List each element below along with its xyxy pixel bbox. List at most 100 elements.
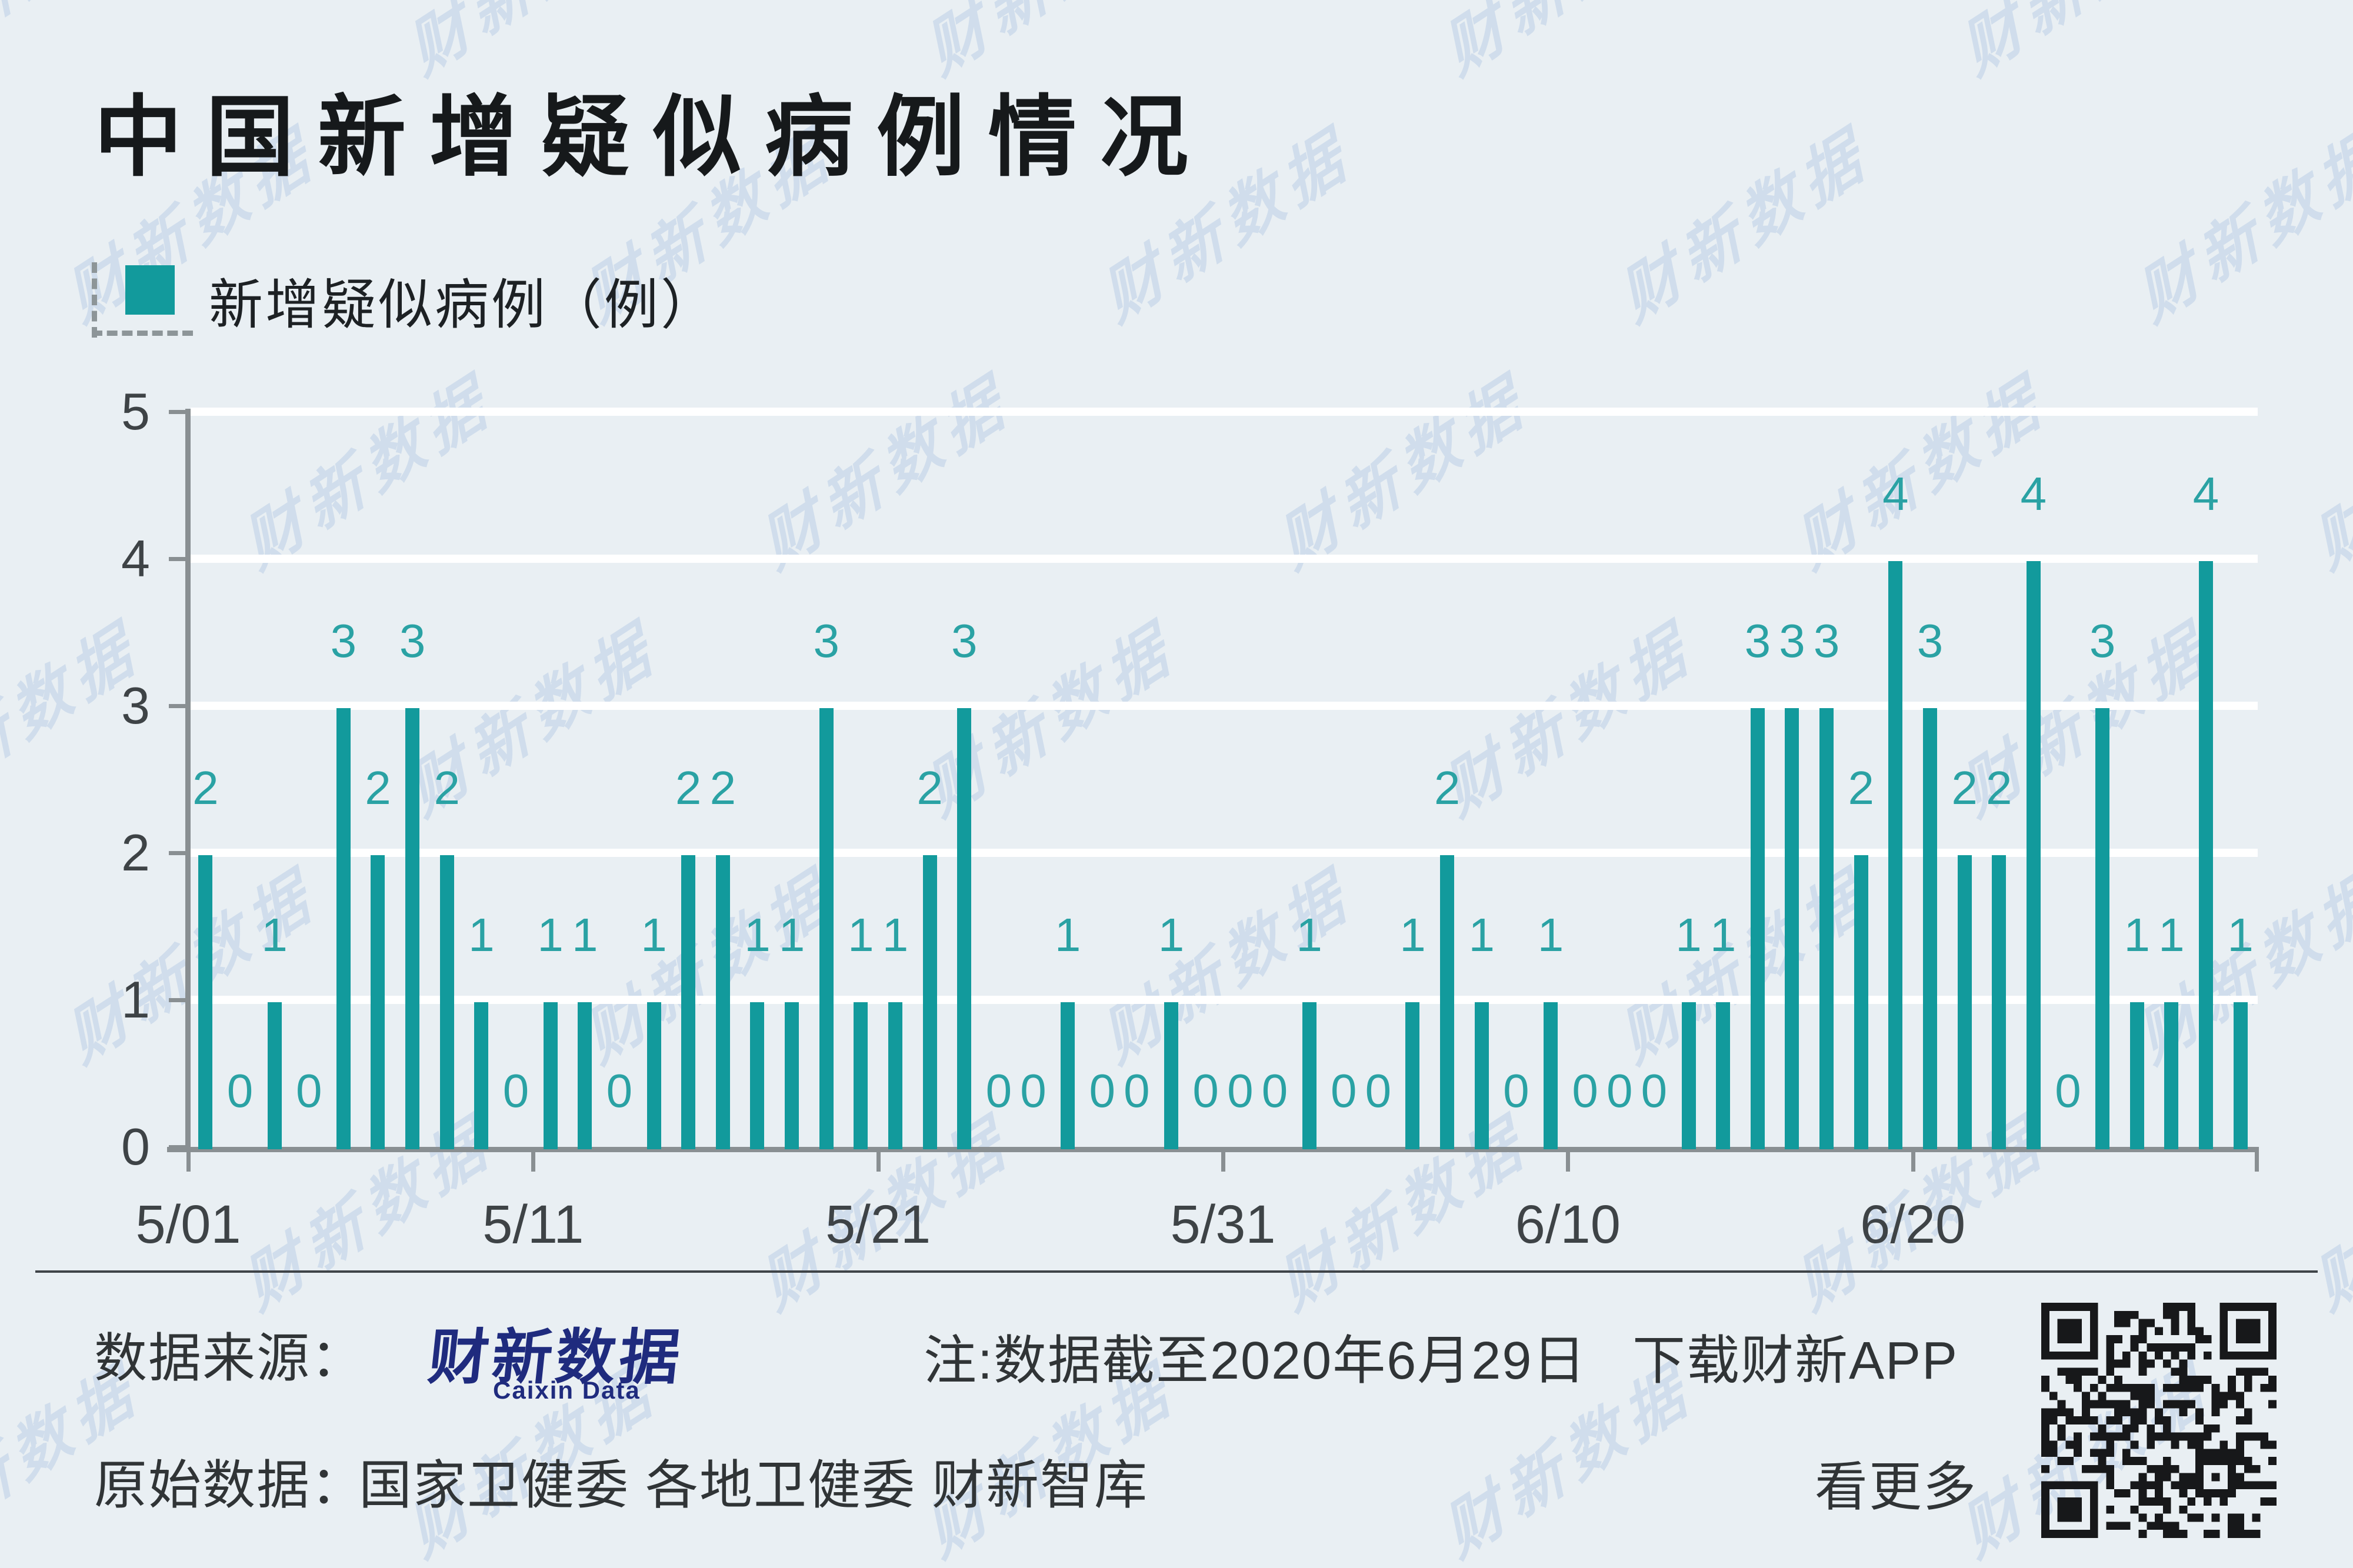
zero-value-label: 0 — [1089, 1065, 1116, 1117]
bar-value-label: 3 — [1917, 615, 1944, 667]
bar — [854, 1002, 868, 1149]
see-more-link[interactable]: 看更多 — [1815, 1458, 1977, 1517]
bar — [198, 855, 213, 1149]
x-axis-label: 5/01 — [135, 1195, 241, 1255]
bar-value-label: 1 — [848, 909, 874, 961]
bar — [405, 708, 420, 1149]
qr-code — [2041, 1303, 2277, 1538]
caixin-watermark: 财新数据 — [575, 858, 844, 1077]
y-axis-label: 2 — [121, 823, 150, 882]
bar — [2129, 1002, 2144, 1149]
bar-value-label: 2 — [916, 762, 943, 814]
bar — [1957, 855, 1972, 1149]
bar-value-label: 2 — [1951, 762, 1978, 814]
bar-value-label: 4 — [2020, 468, 2047, 520]
x-axis-label: 6/20 — [1860, 1195, 1966, 1255]
y-axis-tick — [169, 851, 188, 855]
zero-value-label: 0 — [1503, 1065, 1529, 1117]
legend-guide-dash-horizontal — [92, 331, 193, 336]
x-axis-tick — [531, 1147, 536, 1172]
y-axis-tick — [169, 704, 188, 708]
x-axis-tick — [876, 1147, 881, 1172]
bar — [1405, 1002, 1420, 1149]
bar-value-label: 4 — [2192, 468, 2219, 520]
bar — [1302, 1002, 1317, 1149]
gridline-y-1 — [191, 996, 2258, 1004]
bar — [2199, 561, 2214, 1149]
zero-value-label: 0 — [1365, 1065, 1392, 1117]
bar — [474, 1002, 489, 1149]
x-axis-tick — [186, 1147, 191, 1172]
bar — [785, 1002, 799, 1149]
bar — [681, 855, 696, 1149]
bar — [1888, 561, 1903, 1149]
caixin-watermark: 财新数据 — [1611, 858, 1879, 1077]
y-axis-label: 4 — [121, 529, 150, 588]
zero-value-label: 0 — [1572, 1065, 1598, 1117]
caixin-watermark: 财新数据 — [234, 364, 502, 583]
bar-value-label: 2 — [1848, 762, 1874, 814]
bar-value-label: 2 — [365, 762, 391, 814]
y-axis-tick — [169, 410, 188, 414]
bar — [957, 708, 972, 1149]
bar — [1164, 1002, 1179, 1149]
y-axis-label: 1 — [121, 970, 150, 1029]
caixin-watermark: 财新数据 — [1428, 0, 1705, 92]
zero-value-label: 0 — [1641, 1065, 1668, 1117]
y-axis-tick — [169, 998, 188, 1002]
zero-value-label: 0 — [985, 1065, 1012, 1117]
bar — [646, 1002, 661, 1149]
zero-value-label: 0 — [1227, 1065, 1254, 1117]
y-axis-tick — [169, 1145, 188, 1149]
bar-value-label: 3 — [399, 615, 426, 667]
bar — [2164, 1002, 2179, 1149]
caixin-watermark: 财新数据 — [2305, 1105, 2353, 1324]
download-app-link[interactable]: 下载财新APP — [1632, 1332, 1959, 1390]
bar — [336, 708, 351, 1149]
y-axis-label: 5 — [121, 382, 150, 441]
zero-value-label: 0 — [502, 1065, 529, 1117]
zero-value-label: 0 — [1124, 1065, 1150, 1117]
zero-value-label: 0 — [1330, 1065, 1357, 1117]
bar — [1474, 1002, 1489, 1149]
x-axis-line — [167, 1147, 2258, 1152]
y-axis-label: 3 — [121, 676, 150, 735]
bar — [750, 1002, 765, 1149]
gridline-y-3 — [191, 702, 2258, 710]
caixin-watermark: 财新数据 — [2128, 117, 2353, 336]
bar-value-label: 1 — [641, 909, 667, 961]
gridline-y-5 — [191, 408, 2258, 416]
zero-value-label: 0 — [226, 1065, 254, 1117]
bar-value-label: 1 — [778, 909, 805, 961]
bar-value-label: 1 — [261, 909, 288, 961]
bar-value-label: 2 — [434, 762, 461, 814]
bar-value-label: 1 — [1675, 909, 1702, 961]
bar-value-label: 1 — [468, 909, 495, 961]
bar-value-label: 1 — [1296, 909, 1322, 961]
bar — [922, 855, 937, 1149]
bar — [439, 855, 454, 1149]
zero-value-label: 0 — [295, 1065, 322, 1117]
legend-label: 新增疑似病例（例） — [209, 275, 718, 335]
caixin-watermark: 财新数据 — [1269, 364, 1538, 583]
bar-value-label: 1 — [572, 909, 598, 961]
bar-value-label: 3 — [330, 615, 357, 667]
bar — [1544, 1002, 1558, 1149]
x-axis-label: 5/31 — [1170, 1195, 1276, 1255]
zero-value-label: 0 — [606, 1065, 633, 1117]
bar — [1992, 855, 2007, 1149]
gridline-y-2 — [191, 849, 2258, 857]
x-axis-tick — [1566, 1147, 1571, 1172]
bar-value-label: 2 — [1434, 762, 1461, 814]
bar-value-label: 1 — [1709, 909, 1737, 961]
caixin-watermark: 财新数据 — [1611, 117, 1879, 336]
bar — [1681, 1002, 1696, 1149]
caixin-watermark: 财新数据 — [1945, 0, 2222, 92]
zero-value-label: 0 — [2055, 1065, 2081, 1117]
bar-value-label: 3 — [2089, 615, 2116, 667]
bar — [2233, 1002, 2248, 1149]
bar — [543, 1002, 558, 1149]
bar-value-label: 3 — [1813, 615, 1840, 667]
bar-value-label: 1 — [882, 909, 909, 961]
